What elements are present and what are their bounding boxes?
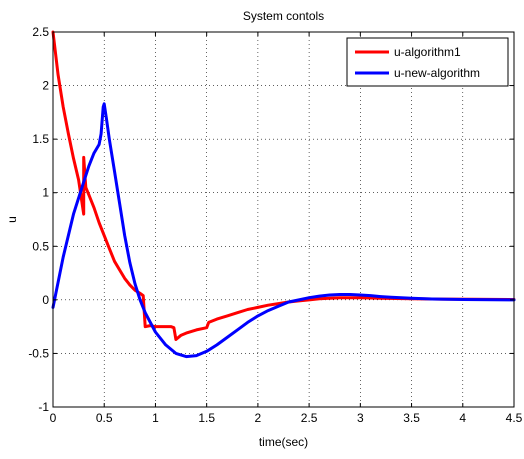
x-tick-label: 3 — [357, 411, 364, 425]
legend: u-algorithm1 u-new-algorithm — [346, 37, 509, 87]
chart-title: System contols — [243, 9, 324, 23]
x-tick-label: 4.5 — [506, 411, 523, 425]
plot-frame — [52, 31, 515, 408]
legend-label-u-algorithm1: u-algorithm1 — [394, 45, 461, 59]
x-tick-label: 4 — [459, 411, 466, 425]
series-layer — [51, 30, 516, 359]
ticks: 0 0.5 1 1.5 2 2.5 3 3.5 4 4.5 -1 -0.5 0 0.5 1 1.5 2 2.5 — [28, 25, 522, 425]
y-axis-label: u — [5, 216, 19, 223]
x-tick-label: 0.5 — [96, 411, 113, 425]
x-tick-label: 1 — [152, 411, 159, 425]
y-tick-label: 0 — [42, 293, 49, 307]
y-tick-label: 1.5 — [32, 132, 49, 146]
y-tick-label: 2 — [42, 79, 49, 93]
x-tick-label: 3.5 — [403, 411, 420, 425]
x-tick-label: 2 — [255, 411, 262, 425]
y-tick-label: -1 — [38, 400, 49, 414]
y-tick-label: -0.5 — [28, 346, 49, 360]
x-tick-label: 2.5 — [301, 411, 318, 425]
x-tick-label: 1.5 — [198, 411, 215, 425]
x-tick-label: 0 — [50, 411, 57, 425]
y-tick-label: 2.5 — [32, 25, 49, 39]
legend-label-u-new-algorithm: u-new-algorithm — [394, 66, 480, 80]
y-tick-label: 0.5 — [32, 239, 49, 253]
y-tick-label: 1 — [42, 186, 49, 200]
x-axis-label: time(sec) — [259, 435, 308, 449]
legend-box — [346, 37, 509, 87]
series-line-u-algorithm1 — [51, 30, 516, 341]
series-line-u-new-algorithm — [51, 102, 516, 359]
grid — [53, 32, 514, 407]
